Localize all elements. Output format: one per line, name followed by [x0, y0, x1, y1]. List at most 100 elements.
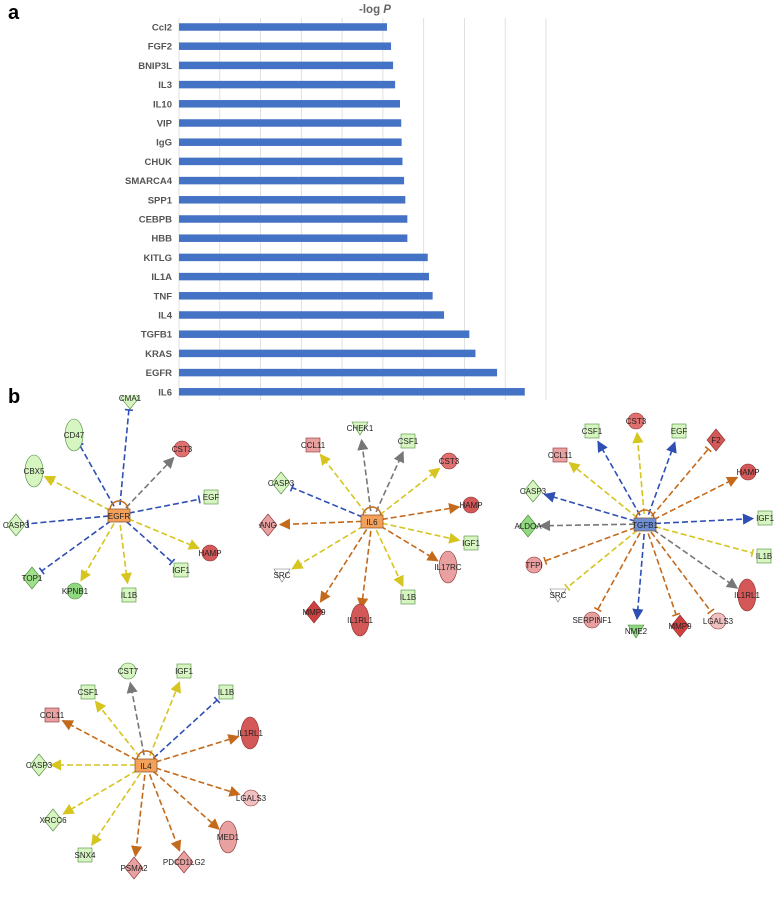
edge-bar: [26, 519, 30, 528]
edge-nme2: [632, 533, 645, 621]
edge-hamp: [381, 502, 461, 521]
node-shape: [173, 440, 191, 458]
edge-il1b: [375, 529, 404, 588]
panel-label-a: a: [8, 2, 20, 24]
bar-IL1A: [179, 272, 429, 281]
node-label: SRC: [274, 571, 291, 580]
edge-lgals3: [155, 767, 241, 797]
node-label: SERPINF1: [572, 616, 612, 625]
node-label: LGALS3: [703, 617, 734, 626]
node-label: F2: [711, 436, 721, 445]
node-shape: [29, 753, 49, 777]
node-label: IL1B: [756, 552, 772, 561]
category-label: IL6: [158, 387, 172, 398]
node-label: CASP3: [268, 479, 295, 488]
bar-SMARCA4: [179, 176, 405, 185]
node-shape: [584, 423, 600, 439]
bar-CEBPB: [179, 215, 408, 223]
edge-bar: [564, 583, 571, 592]
node-shape: [627, 624, 645, 639]
edge-med1: [152, 770, 220, 830]
center-label: IL6: [366, 518, 378, 527]
node-shape: [756, 548, 772, 564]
category-label: KITLG: [144, 253, 173, 264]
edge-bar: [168, 558, 176, 566]
node-label: KPNB1: [62, 587, 89, 596]
node-label: IL1B: [121, 591, 137, 600]
edge-igf1: [125, 521, 173, 563]
node-label: CST3: [439, 457, 460, 466]
node-shape: [258, 513, 278, 537]
node-shape: [218, 820, 238, 854]
edge-egf: [647, 441, 677, 515]
bar-TGFB1: [179, 330, 470, 338]
edge-ccl11: [568, 461, 638, 519]
bar-IL3: [179, 80, 396, 89]
category-label: IL4: [158, 311, 172, 322]
center-label: IL4: [140, 762, 152, 771]
edge-egf: [128, 498, 200, 514]
node-shape: [552, 447, 568, 463]
node-shape: [271, 471, 291, 495]
node-label: ANG: [259, 521, 276, 530]
network-il4: IL4 CST7 IGF1 CSF1 IL1B CCL11 IL1RL1 CASP3 LGALS…: [26, 662, 267, 880]
node-shape: [174, 850, 194, 874]
edge-bar: [593, 606, 602, 613]
bar-KRAS: [179, 349, 476, 358]
node-label: MMP9: [302, 608, 326, 617]
node-shape: [518, 514, 538, 538]
category-label: CHUK: [145, 157, 173, 168]
bar-SPP1: [179, 196, 406, 204]
node-label: XRCC6: [39, 816, 67, 825]
edge-bar: [213, 696, 221, 704]
node-shape: [400, 433, 416, 449]
edge-bar: [707, 608, 715, 615]
bar-BNIP3L: [179, 61, 394, 70]
edge-csf1: [375, 450, 405, 513]
edge-bar: [543, 556, 548, 565]
category-label: IL1A: [151, 272, 172, 283]
node-shape: [218, 684, 234, 700]
node-label: NME2: [625, 627, 648, 636]
node-label: CHEK1: [347, 424, 374, 433]
node-label: CCL11: [548, 451, 573, 460]
category-label: FGF2: [148, 42, 172, 53]
edge-tfpi: [544, 526, 636, 562]
bar-EGFR: [179, 368, 498, 377]
node-shape: [739, 463, 757, 481]
node-label: CASP3: [26, 761, 53, 770]
chart-title: -log P: [359, 4, 391, 16]
node-shape: [400, 589, 416, 605]
node-shape: [462, 496, 480, 514]
node-shape: [120, 395, 140, 410]
node-shape: [440, 452, 458, 470]
edge-casp3: [27, 515, 110, 525]
edge-bar: [289, 483, 295, 492]
node-shape: [737, 578, 757, 612]
node-label: CST3: [626, 417, 647, 426]
edge-cbx5: [43, 475, 111, 512]
category-label: IL10: [153, 99, 172, 110]
edge-cst3: [632, 431, 645, 515]
node-label: CST7: [118, 667, 139, 676]
edge-igf1: [149, 681, 181, 757]
node-label: CSF1: [398, 437, 419, 446]
category-label: EGFR: [146, 368, 173, 379]
edge-cst3: [379, 467, 441, 516]
edge-il1rl1: [357, 530, 372, 610]
edge-bar: [38, 567, 45, 575]
edge-cd47: [79, 445, 115, 507]
node-label: IL1RL1: [347, 616, 373, 625]
node-label: TOP1: [22, 574, 43, 583]
node-label: CASP3: [520, 487, 547, 496]
category-label: BNIP3L: [138, 61, 172, 72]
node-label: CST3: [172, 445, 193, 454]
edge-igf1: [654, 513, 755, 525]
node-shape: [201, 544, 219, 562]
edge-ccl11: [319, 453, 367, 514]
bar-IL6: [179, 388, 525, 396]
node-shape: [6, 513, 26, 537]
node-label: IL1RL1: [734, 591, 760, 600]
node-shape: [240, 716, 260, 750]
node-shape: [523, 479, 543, 503]
